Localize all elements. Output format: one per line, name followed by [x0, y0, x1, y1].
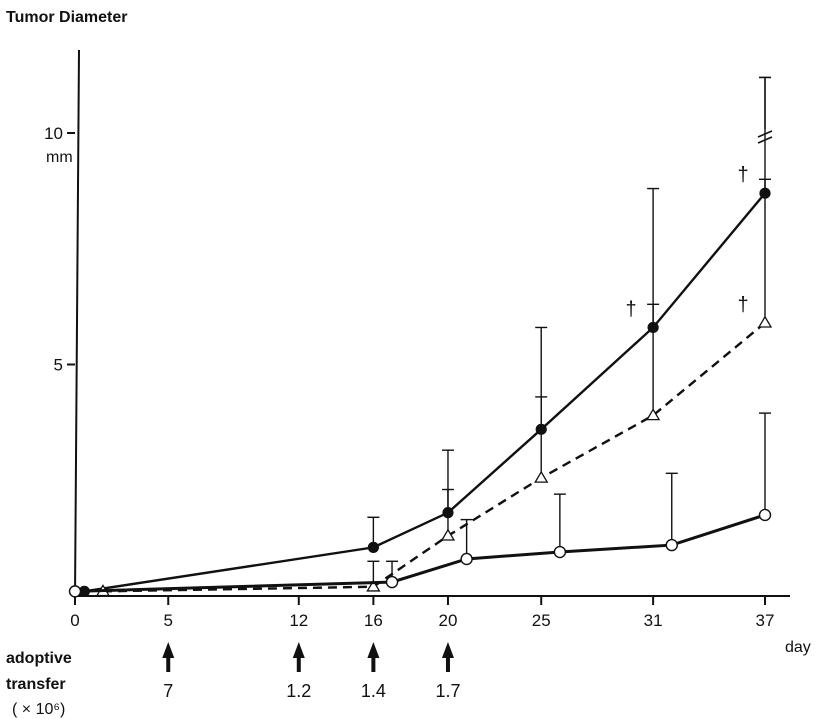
x-tick-label-20: 20: [439, 611, 458, 630]
x-tick-label-37: 37: [756, 611, 775, 630]
series-layer: †††: [68, 76, 773, 598]
y-axis-line: [74, 49, 80, 597]
x-tick-label-16: 16: [364, 611, 383, 630]
series-3-point-4: [665, 538, 678, 552]
series-3-point-3: [553, 545, 567, 559]
series-2: †: [95, 178, 773, 597]
x-tick-label-0: 0: [70, 611, 79, 630]
series-2-point-1: [366, 579, 381, 592]
series-1-death-mark-37: †: [737, 164, 748, 186]
transfer-arrow-12: 1.2: [286, 642, 311, 701]
transfer-value-16: 1.4: [361, 681, 386, 701]
axis-break-mark-1: [757, 130, 773, 138]
transfer-value-12: 1.2: [286, 681, 311, 701]
series-1-death-mark-31: †: [626, 298, 637, 320]
series-2-point-2: [440, 528, 456, 541]
series-2-line: [102, 321, 766, 593]
adoptive-transfer-annotation: 7 1.2 1.4 1.7: [162, 642, 460, 701]
x-axis-title: day: [785, 639, 811, 656]
axes: 5 10 0 5 12 16 20 25 31 37: [44, 49, 790, 630]
series-2-death-mark-37: †: [737, 294, 748, 316]
series-3-point-2: [460, 552, 473, 566]
transfer-arrow-5: 7: [162, 642, 175, 701]
transfer-arrow-head-20: [441, 642, 454, 658]
y-tick-label-5: 5: [54, 356, 63, 375]
axis-break-error-bar: [757, 76, 773, 144]
series-3: [68, 412, 772, 598]
x-tick-label-5: 5: [164, 611, 173, 630]
series-3-line: [74, 513, 766, 593]
x-tick-label-25: 25: [532, 611, 551, 630]
x-tick-label-12: 12: [289, 611, 308, 630]
series-3-point-5: [758, 508, 772, 522]
transfer-arrow-20: 1.7: [435, 642, 460, 701]
x-tick-label-31: 31: [644, 611, 663, 630]
series-1-point-1: [367, 541, 379, 553]
series-3-point-0: [68, 585, 82, 598]
transfer-arrow-16: 1.4: [361, 642, 386, 701]
transfer-arrow-head-5: [162, 642, 175, 658]
series-2-point-3: [534, 470, 549, 483]
y-tick-label-10: 10: [44, 124, 63, 143]
y-axis-title: Tumor Diameter: [6, 9, 128, 26]
axis-break-mark-2: [757, 136, 773, 144]
annotation-label-line-2: transfer: [6, 676, 66, 693]
transfer-value-5: 7: [163, 681, 173, 701]
annotation-label-line-1: adoptive: [6, 650, 72, 667]
series-2-point-5: [757, 315, 773, 328]
transfer-arrow-head-16: [367, 642, 380, 658]
series-1-line: [84, 192, 766, 593]
transfer-arrow-head-12: [292, 642, 305, 658]
series-2-point-4: [645, 408, 661, 421]
series-3-point-1: [385, 575, 399, 589]
series-1: ††: [78, 76, 771, 597]
annotation-label-line-3: ( × 10⁶): [12, 701, 65, 718]
transfer-value-20: 1.7: [435, 681, 460, 701]
y-axis-unit: mm: [46, 149, 73, 166]
